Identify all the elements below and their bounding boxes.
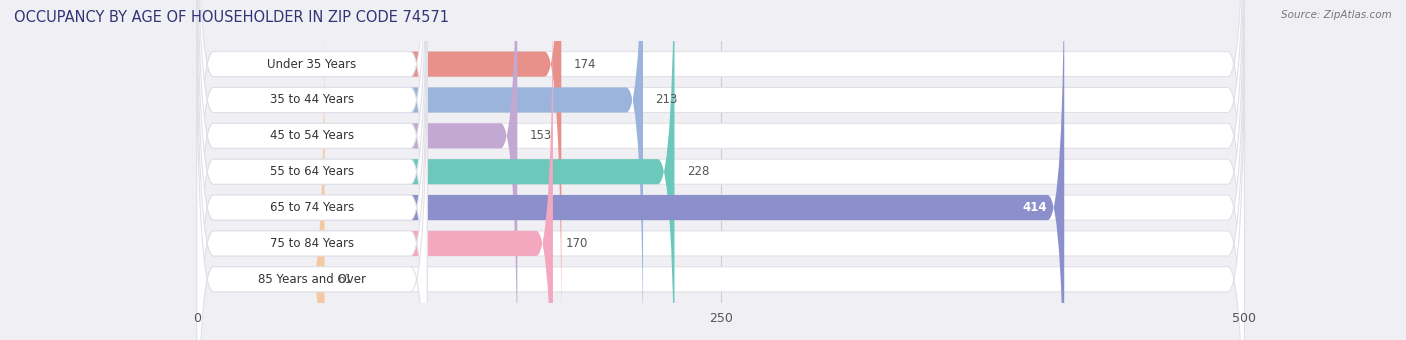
FancyBboxPatch shape — [197, 0, 1244, 340]
FancyBboxPatch shape — [197, 0, 427, 340]
FancyBboxPatch shape — [197, 0, 1064, 340]
FancyBboxPatch shape — [197, 0, 553, 340]
Text: 170: 170 — [565, 237, 588, 250]
Text: 61: 61 — [337, 273, 352, 286]
Text: 55 to 64 Years: 55 to 64 Years — [270, 165, 354, 178]
Text: 65 to 74 Years: 65 to 74 Years — [270, 201, 354, 214]
FancyBboxPatch shape — [197, 0, 427, 340]
Text: Source: ZipAtlas.com: Source: ZipAtlas.com — [1281, 10, 1392, 20]
FancyBboxPatch shape — [197, 0, 675, 340]
Text: 153: 153 — [530, 129, 553, 142]
FancyBboxPatch shape — [197, 0, 427, 340]
Text: 35 to 44 Years: 35 to 44 Years — [270, 94, 354, 106]
Text: Under 35 Years: Under 35 Years — [267, 57, 357, 71]
FancyBboxPatch shape — [197, 0, 1244, 340]
Text: 174: 174 — [574, 57, 596, 71]
FancyBboxPatch shape — [197, 0, 1244, 340]
Text: 213: 213 — [655, 94, 678, 106]
FancyBboxPatch shape — [197, 0, 1244, 338]
Text: 85 Years and Over: 85 Years and Over — [257, 273, 366, 286]
Text: 45 to 54 Years: 45 to 54 Years — [270, 129, 354, 142]
FancyBboxPatch shape — [197, 0, 427, 340]
FancyBboxPatch shape — [197, 0, 1244, 340]
Text: 228: 228 — [688, 165, 710, 178]
FancyBboxPatch shape — [197, 0, 643, 340]
FancyBboxPatch shape — [197, 0, 427, 338]
FancyBboxPatch shape — [197, 0, 427, 340]
FancyBboxPatch shape — [197, 0, 1244, 340]
FancyBboxPatch shape — [197, 5, 427, 340]
FancyBboxPatch shape — [197, 5, 1244, 340]
Text: 414: 414 — [1022, 201, 1047, 214]
Text: OCCUPANCY BY AGE OF HOUSEHOLDER IN ZIP CODE 74571: OCCUPANCY BY AGE OF HOUSEHOLDER IN ZIP C… — [14, 10, 449, 25]
Text: 75 to 84 Years: 75 to 84 Years — [270, 237, 354, 250]
FancyBboxPatch shape — [197, 0, 561, 338]
FancyBboxPatch shape — [197, 0, 517, 340]
FancyBboxPatch shape — [197, 5, 325, 340]
